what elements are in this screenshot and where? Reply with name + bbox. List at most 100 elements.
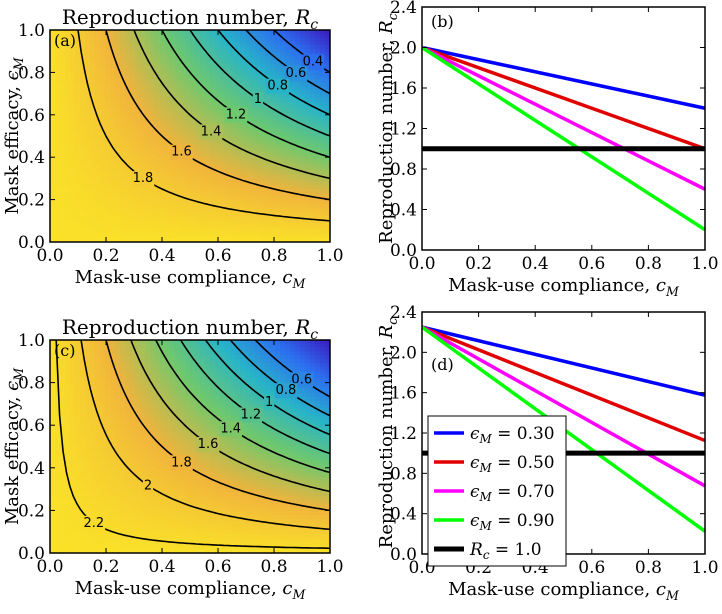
heatmap-cell <box>125 219 131 223</box>
heatmap-cell <box>160 534 166 538</box>
heatmap-cell <box>180 348 186 352</box>
heatmap-cell <box>150 189 156 193</box>
heatmap-cell <box>255 110 261 114</box>
heatmap-cell <box>285 219 291 223</box>
heatmap-cell <box>195 344 201 348</box>
heatmap-cell <box>80 106 86 110</box>
heatmap-cell <box>295 41 301 45</box>
heatmap-cell <box>80 132 86 136</box>
heatmap-cell <box>145 496 151 500</box>
heatmap-cell <box>50 197 56 201</box>
heatmap-cell <box>120 204 126 208</box>
heatmap-cell <box>275 223 281 227</box>
heatmap-cell <box>100 367 106 371</box>
heatmap-cell <box>160 363 166 367</box>
heatmap-cell <box>105 469 111 473</box>
heatmap-cell <box>100 155 106 159</box>
heatmap-cell <box>300 212 306 216</box>
heatmap-cell <box>310 49 316 53</box>
heatmap-cell <box>260 57 266 61</box>
heatmap-cell <box>85 136 91 140</box>
heatmap-cell <box>175 515 181 519</box>
heatmap-cell <box>105 178 111 182</box>
heatmap-cell <box>110 488 116 492</box>
heatmap-cell <box>130 231 136 235</box>
heatmap-cell <box>65 500 71 504</box>
heatmap-cell <box>145 49 151 53</box>
heatmap-cell <box>60 94 66 98</box>
heatmap-cell <box>150 454 156 458</box>
heatmap-cell <box>70 538 76 542</box>
heatmap-cell <box>75 469 81 473</box>
heatmap-cell <box>60 170 66 174</box>
heatmap-cell <box>160 197 166 201</box>
heatmap-cell <box>240 223 246 227</box>
heatmap-cell <box>75 72 81 76</box>
heatmap-cell <box>180 511 186 515</box>
heatmap-cell <box>105 53 111 57</box>
heatmap-cell <box>120 492 126 496</box>
heatmap-cell <box>170 488 176 492</box>
heatmap-cell <box>150 374 156 378</box>
heatmap-cell <box>80 405 86 409</box>
heatmap-cell <box>110 132 116 136</box>
heatmap-cell <box>140 462 146 466</box>
heatmap-cell <box>200 216 206 220</box>
heatmap-cell <box>185 193 191 197</box>
heatmap-cell <box>115 178 121 182</box>
heatmap-cell <box>195 49 201 53</box>
heatmap-cell <box>190 530 196 534</box>
heatmap-cell <box>180 163 186 167</box>
heatmap-cell <box>295 163 301 167</box>
heatmap-cell <box>50 427 56 431</box>
heatmap-cell <box>310 181 316 185</box>
heatmap-cell <box>120 367 126 371</box>
heatmap-cell <box>230 72 236 76</box>
heatmap-cell <box>65 363 71 367</box>
heatmap-cell <box>150 34 156 38</box>
heatmap-cell <box>190 488 196 492</box>
heatmap-cell <box>170 60 176 64</box>
heatmap-cell <box>60 408 66 412</box>
heatmap-cell <box>310 163 316 167</box>
heatmap-cell <box>180 450 186 454</box>
heatmap-cell <box>105 359 111 363</box>
heatmap-cell <box>175 534 181 538</box>
heatmap-cell <box>320 49 326 53</box>
heatmap-cell <box>95 144 101 148</box>
heatmap-cell <box>170 427 176 431</box>
heatmap-cell <box>250 53 256 57</box>
heatmap-cell <box>130 435 136 439</box>
heatmap-cell <box>55 477 61 481</box>
heatmap-cell <box>100 492 106 496</box>
heatmap-cell <box>280 234 286 238</box>
heatmap-cell <box>230 170 236 174</box>
heatmap-cell <box>135 496 141 500</box>
heatmap-cell <box>265 147 271 151</box>
heatmap-cell <box>175 60 181 64</box>
heatmap-cell <box>65 367 71 371</box>
heatmap-cell <box>185 412 191 416</box>
heatmap-cell <box>310 121 316 125</box>
heatmap-cell <box>125 98 131 102</box>
heatmap-cell <box>145 348 151 352</box>
heatmap-cell <box>70 469 76 473</box>
heatmap-cell <box>90 41 96 45</box>
heatmap-cell <box>190 216 196 220</box>
heatmap-cell <box>270 121 276 125</box>
heatmap-cell <box>145 147 151 151</box>
heatmap-cell <box>215 147 221 151</box>
heatmap-cell <box>135 144 141 148</box>
heatmap-cell <box>170 374 176 378</box>
heatmap-cell <box>80 439 86 443</box>
x-tick-label: 1.0 <box>691 254 718 274</box>
heatmap-cell <box>315 102 321 106</box>
heatmap-cell <box>235 159 241 163</box>
heatmap-cell <box>160 227 166 231</box>
heatmap-cell <box>80 170 86 174</box>
heatmap-cell <box>160 38 166 42</box>
heatmap-cell <box>115 401 121 405</box>
heatmap-cell <box>70 106 76 110</box>
heatmap-cell <box>185 416 191 420</box>
heatmap-cell <box>245 170 251 174</box>
